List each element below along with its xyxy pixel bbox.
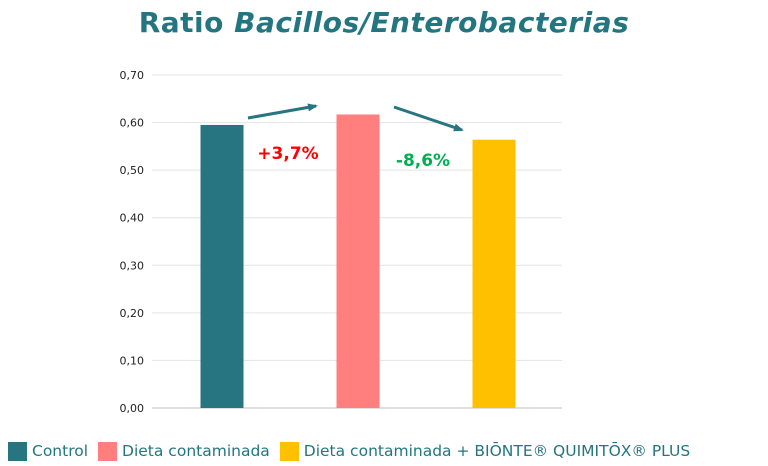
annotation-1: +3,7% — [257, 144, 318, 164]
legend-label: Dieta contaminada + BIŌNTE® QUIMITŌX® PL… — [303, 442, 691, 460]
legend-item: Control — [8, 441, 89, 461]
bar-3 — [472, 139, 516, 408]
y-tick-label: 0,70 — [120, 69, 145, 82]
legend-swatch — [8, 441, 27, 461]
legend-item: Dieta contaminada + BIŌNTE® QUIMITŌX® PL… — [279, 441, 691, 461]
increase-arrow — [247, 103, 318, 120]
title-prefix: Ratio — [138, 6, 235, 39]
legend-item: Dieta contaminada — [98, 441, 270, 461]
bar-2 — [336, 114, 380, 408]
y-tick-label: 0,60 — [120, 117, 145, 130]
bar-1 — [200, 124, 244, 408]
y-tick-label: 0,50 — [120, 164, 145, 177]
annotation-2: -8,6% — [396, 151, 450, 171]
legend-label: Control — [32, 442, 89, 460]
chart-title: Ratio Bacillos/Enterobacterias — [0, 6, 768, 39]
legend: Control Dieta contaminada Dieta contaminad… — [8, 440, 700, 462]
legend-label: Dieta contaminada — [122, 442, 270, 460]
legend-swatch — [279, 441, 299, 461]
decrease-arrow — [393, 105, 464, 132]
y-tick-label: 0,40 — [120, 212, 145, 225]
y-tick-label: 0,00 — [120, 402, 145, 415]
y-tick-label: 0,10 — [120, 354, 145, 367]
legend-swatch — [98, 441, 118, 461]
y-tick-label: 0,30 — [120, 259, 145, 272]
title-italic: Bacillos/Enterobacterias — [234, 6, 630, 39]
y-tick-label: 0,20 — [120, 307, 145, 320]
